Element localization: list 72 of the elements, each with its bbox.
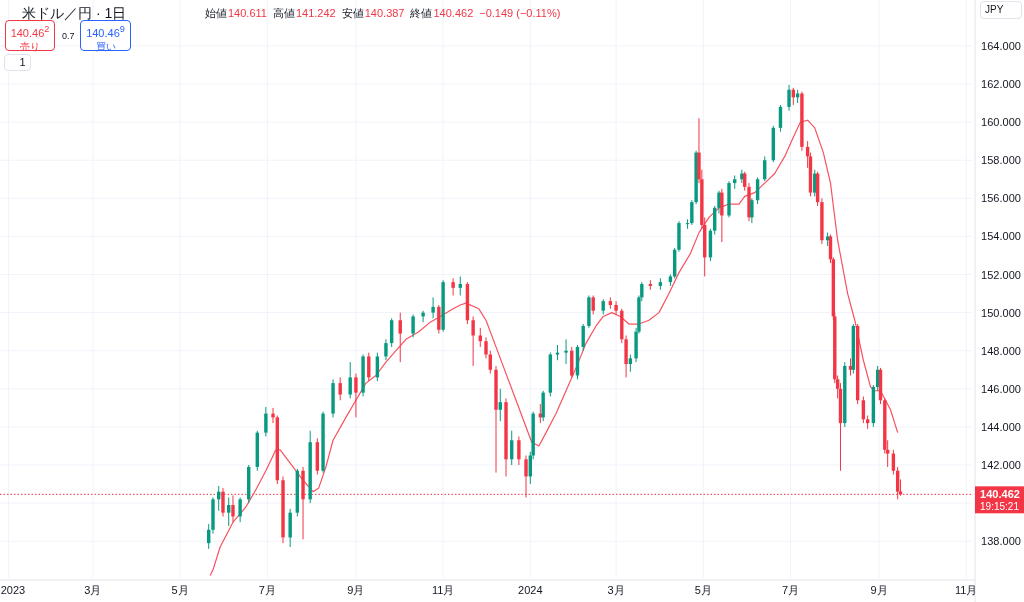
candlestick — [238, 496, 242, 523]
candlestick — [458, 275, 462, 296]
candlestick — [431, 296, 435, 319]
candlestick — [591, 294, 595, 316]
candlestick — [338, 376, 342, 401]
y-tick-label: 144.000 — [981, 420, 1021, 433]
candlestick — [478, 327, 482, 348]
annotation: 高値 — [272, 7, 295, 19]
candlestick — [498, 388, 502, 422]
candlestick — [227, 496, 231, 527]
y-tick-label: 158.000 — [981, 154, 1021, 167]
candlestick — [564, 338, 568, 365]
x-tick-label: 2023 — [0, 584, 26, 596]
annotation: 1 — [4, 54, 31, 71]
candlestick — [685, 218, 690, 230]
text: 19:15:21 — [979, 501, 1020, 513]
y-tick-label: 150.000 — [981, 306, 1021, 319]
candlestick — [411, 314, 415, 338]
annotation: 始値 — [205, 7, 227, 19]
annotation: 安値 — [341, 7, 364, 19]
y-tick-label: 152.000 — [981, 268, 1021, 281]
candlestick — [524, 455, 528, 498]
y-tick-label: 162.000 — [981, 78, 1021, 91]
y-tick-label: 156.000 — [981, 192, 1021, 205]
candlestick — [787, 84, 791, 112]
annotation: 141.242 — [295, 7, 336, 19]
line-series — [209, 119, 899, 577]
x-tick-label: 11月 — [955, 584, 978, 596]
annotation: 終値 — [410, 7, 433, 19]
candlestick — [384, 338, 388, 361]
annotation: 0.7 — [62, 30, 75, 43]
candlestick — [451, 277, 455, 296]
annotation: 140.462 — [433, 7, 474, 19]
annotation: 140.611 — [228, 7, 267, 19]
y-tick-label: 164.000 — [981, 39, 1021, 52]
candlestick — [354, 373, 358, 418]
candlestick — [348, 361, 352, 399]
candlestick — [484, 336, 488, 359]
x-tick-label: 9月 — [870, 584, 888, 596]
x-tick-label: 9月 — [347, 584, 365, 596]
ref-line-label: 140.462 — [980, 488, 1020, 501]
x-tick-label: 5月 — [694, 584, 712, 596]
candlestick — [421, 310, 425, 323]
candlestick — [750, 197, 754, 224]
candlestick — [517, 435, 521, 466]
annotation: 140.46$^{2}$ — [10, 24, 50, 39]
annotation: 140.387 — [364, 7, 405, 19]
y-tick-label: 148.000 — [981, 344, 1021, 357]
candlestick — [720, 188, 724, 243]
annotation: −0.149 (−0.11%) — [479, 7, 561, 19]
y-tick-label: 146.000 — [981, 382, 1021, 395]
y-tick-label: 138.000 — [981, 535, 1021, 548]
candlestick — [398, 312, 402, 363]
text: JPY — [980, 1, 1022, 19]
candlestick — [471, 315, 475, 367]
x-tick-label: 7月 — [781, 584, 800, 596]
y-tick-label: 154.000 — [981, 230, 1021, 243]
candlestick — [614, 300, 618, 316]
y-tick-label: 160.000 — [981, 116, 1021, 129]
candlestick — [264, 406, 268, 437]
x-tick-label: 3月 — [84, 584, 102, 596]
x-tick-label: 11月 — [431, 584, 455, 596]
annotation: 140.46$^{9}$ — [86, 24, 125, 39]
x-tick-label: 3月 — [607, 584, 625, 596]
x-tick-label: 5月 — [171, 584, 189, 596]
candlestick — [271, 407, 275, 424]
annotation: 買い — [95, 40, 116, 52]
candlestick — [437, 304, 441, 335]
y-tick-label: 142.000 — [981, 459, 1021, 472]
x-tick-label: 2024 — [518, 584, 543, 596]
chart-title: 米ドル／円 · 1日 — [22, 5, 127, 21]
x-tick-label: 7月 — [258, 584, 276, 596]
